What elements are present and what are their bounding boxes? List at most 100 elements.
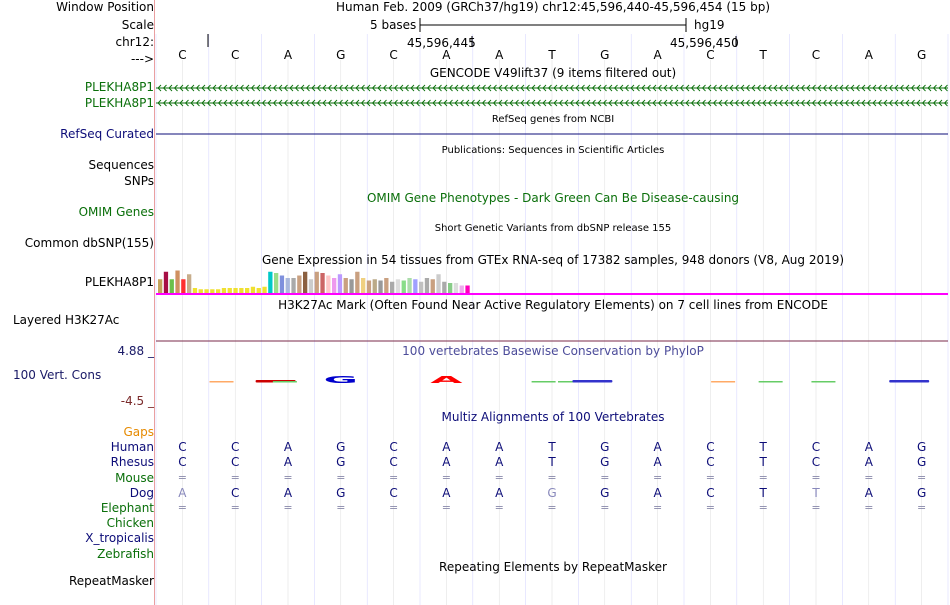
alignment-base: = (705, 501, 715, 514)
species-label[interactable]: Chicken (106, 516, 154, 531)
scale-label: Scale (121, 18, 154, 32)
gtex-tissue-bar (320, 273, 325, 293)
gtex-tissue-bar (448, 283, 453, 293)
alignment-base: G (336, 440, 346, 455)
alignment-base: = (600, 501, 610, 514)
alignment-base: C (230, 485, 240, 500)
publications-label-sequences[interactable]: Sequences (88, 158, 154, 172)
species-label[interactable]: Rhesus (110, 455, 154, 470)
species-label[interactable]: Dog (129, 485, 154, 500)
conservation-dash (758, 381, 783, 383)
alignment-base: T (759, 485, 767, 500)
conservation-bar (889, 380, 930, 383)
gtex-tissue-bar (245, 288, 250, 293)
publications-title: Publications: Sequences in Scientific Ar… (441, 145, 665, 156)
alignment-base: C (230, 440, 240, 455)
alignment-base: A (442, 440, 451, 455)
alignment-base: G (916, 485, 927, 500)
publications-label-snps[interactable]: SNPs (124, 174, 154, 188)
species-label[interactable]: Gaps (123, 425, 154, 439)
gtex-tissue-bar (204, 289, 209, 293)
gtex-tissue-bar (395, 279, 401, 293)
conservation-label[interactable]: 100 Vert. Cons (13, 368, 102, 382)
base-letter: A (442, 48, 451, 62)
alignment-base: = (283, 501, 293, 514)
alignment-base: A (283, 485, 293, 500)
gtex-tissue-bar (274, 273, 279, 293)
h3k27ac-label[interactable]: Layered H3K27Ac (13, 313, 120, 327)
alignment-base: A (283, 455, 293, 470)
omim-label[interactable]: OMIM Genes (78, 205, 154, 219)
gtex-label[interactable]: PLEKHA8P1 (84, 275, 154, 289)
conservation-max: 4.88 _ (117, 344, 154, 358)
base-letter: C (230, 48, 240, 62)
conservation-dash (811, 381, 836, 383)
gtex-tissue-bar (337, 274, 343, 293)
species-label[interactable]: X_tropicalis (85, 531, 154, 546)
alignment-base: = (705, 470, 715, 484)
base-letter: C (389, 48, 398, 62)
alignment-base: A (442, 455, 451, 470)
gtex-tissue-bar (198, 289, 203, 293)
alignment-base: = (758, 470, 768, 484)
gtex-tissue-bar (366, 280, 372, 293)
alignment-base: G (600, 440, 610, 455)
gtex-tissue-bar (459, 285, 464, 293)
alignment-base: C (389, 485, 398, 500)
gtex-tissue-bar (384, 278, 389, 293)
alignment-base: C (706, 455, 715, 470)
omim-title: OMIM Gene Phenotypes - Dark Green Can Be… (366, 191, 740, 205)
gtex-tissue-bar (413, 279, 418, 293)
gtex-tissue-bar (262, 286, 267, 293)
alignment-base: A (442, 485, 451, 500)
alignment-base: G (547, 485, 557, 500)
gtex-tissue-bar (401, 280, 406, 293)
dbsnp-label[interactable]: Common dbSNP(155) (24, 236, 154, 250)
alignment-base: C (230, 455, 240, 470)
gtex-tissue-bar (268, 271, 273, 293)
alignment-base: = (388, 470, 399, 484)
alignment-base: C (811, 455, 821, 470)
species-label[interactable]: Mouse (115, 470, 154, 485)
alignment-base: A (653, 440, 662, 455)
base-letter: A (864, 48, 873, 62)
alignment-base: G (336, 455, 346, 470)
gtex-tissue-bar (169, 279, 174, 293)
species-label[interactable]: Elephant (100, 501, 154, 515)
position-mark-1: 45,596,445 (407, 36, 476, 50)
alignment-base: = (547, 501, 557, 514)
alignment-base: = (494, 470, 504, 484)
alignment-base: = (758, 501, 768, 514)
gtex-tissue-bar (187, 274, 192, 293)
gtex-tissue-bar (442, 281, 447, 293)
gtex-tissue-bar (158, 279, 163, 293)
alignment-base: = (336, 501, 346, 514)
gtex-tissue-bar (326, 275, 331, 293)
refseq-label[interactable]: RefSeq Curated (60, 127, 154, 141)
repeatmasker-label[interactable]: RepeatMasker (68, 574, 154, 588)
alignment-base: C (178, 455, 187, 470)
alignment-base: = (177, 501, 187, 514)
species-label[interactable]: Zebrafish (97, 546, 154, 561)
gtex-title: Gene Expression in 54 tissues from GTEx … (261, 253, 845, 267)
alignment-base: = (652, 470, 663, 484)
gencode-item-1[interactable]: PLEKHA8P1 (84, 80, 154, 94)
alignment-base: G (916, 440, 927, 455)
gtex-tissue-bar (303, 271, 308, 293)
gtex-tissue-bar (221, 288, 227, 293)
gencode-title: GENCODE V49lift37 (9 items filtered out) (429, 66, 677, 80)
gtex-tissue-bar (332, 278, 337, 293)
gtex-tissue-bar (285, 278, 290, 293)
alignment-base: = (494, 501, 504, 514)
alignment-base: = (441, 501, 451, 514)
conservation-dash (711, 381, 736, 383)
gtex-tissue-bar (308, 279, 314, 293)
gtex-tissue-bar (250, 286, 256, 293)
conservation-base-glyph: G (324, 374, 358, 385)
gtex-tissue-bar (192, 288, 198, 293)
gencode-item-2[interactable]: PLEKHA8P1 (84, 96, 154, 110)
gtex-tissue-bar (436, 274, 441, 293)
alignment-base: = (811, 501, 821, 514)
gtex-tissue-bar (314, 271, 319, 293)
species-label[interactable]: Human (110, 440, 154, 455)
